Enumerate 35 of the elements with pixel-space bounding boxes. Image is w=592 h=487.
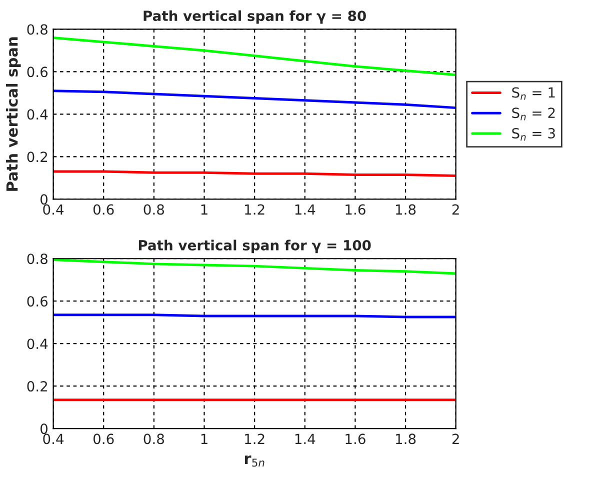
x-tick-label: 1.8 (396, 204, 416, 215)
x-tick-label: 0.6 (93, 204, 114, 215)
x-tick-label: 1.4 (295, 434, 316, 444)
x-tick-label: 2 (452, 204, 459, 215)
x-axis-title: r$_{5n}$ (244, 455, 264, 467)
x-tick-label: 1.8 (396, 434, 416, 444)
x-tick-label: 1.6 (346, 434, 366, 444)
y-tick-label: 0.6 (27, 296, 48, 307)
y-tick-label: 0.2 (27, 381, 48, 392)
y-tick-label: 0.6 (27, 66, 48, 78)
x-tick-label: 2 (452, 434, 459, 444)
y-tick-label: 0 (40, 194, 48, 205)
y-tick-label: 0.8 (27, 254, 48, 264)
x-tick-label: 1.6 (346, 204, 366, 215)
y-tick-label: 0 (40, 424, 48, 434)
y-tick-label: 0.4 (27, 338, 48, 350)
legend-label: S$_{n}$ = 2 (512, 108, 555, 120)
line-series (53, 36, 456, 76)
x-tick-label: 1.2 (245, 434, 264, 444)
y-axis-title: Path vertical span (6, 37, 21, 191)
chart-title: Path vertical span for γ = 100 (138, 240, 371, 254)
y-tick-label: 0.2 (27, 152, 48, 162)
legend-label: S$_{n}$ = 3 (512, 128, 555, 141)
x-tick-label: 1 (201, 204, 208, 215)
x-tick-label: 1 (201, 434, 208, 444)
x-tick-label: 0.6 (93, 434, 114, 444)
y-tick-label: 0.4 (27, 109, 48, 120)
line-series (53, 90, 456, 110)
legend-label: S$_{n}$ = 1 (512, 87, 555, 100)
chart-title: Path vertical span for γ = 80 (144, 10, 366, 24)
y-tick-label: 0.8 (27, 24, 48, 35)
x-tick-label: 0.8 (144, 434, 164, 444)
x-tick-label: 0.8 (144, 204, 164, 215)
x-tick-label: 1.4 (295, 204, 316, 215)
x-tick-label: 1.2 (245, 204, 264, 215)
